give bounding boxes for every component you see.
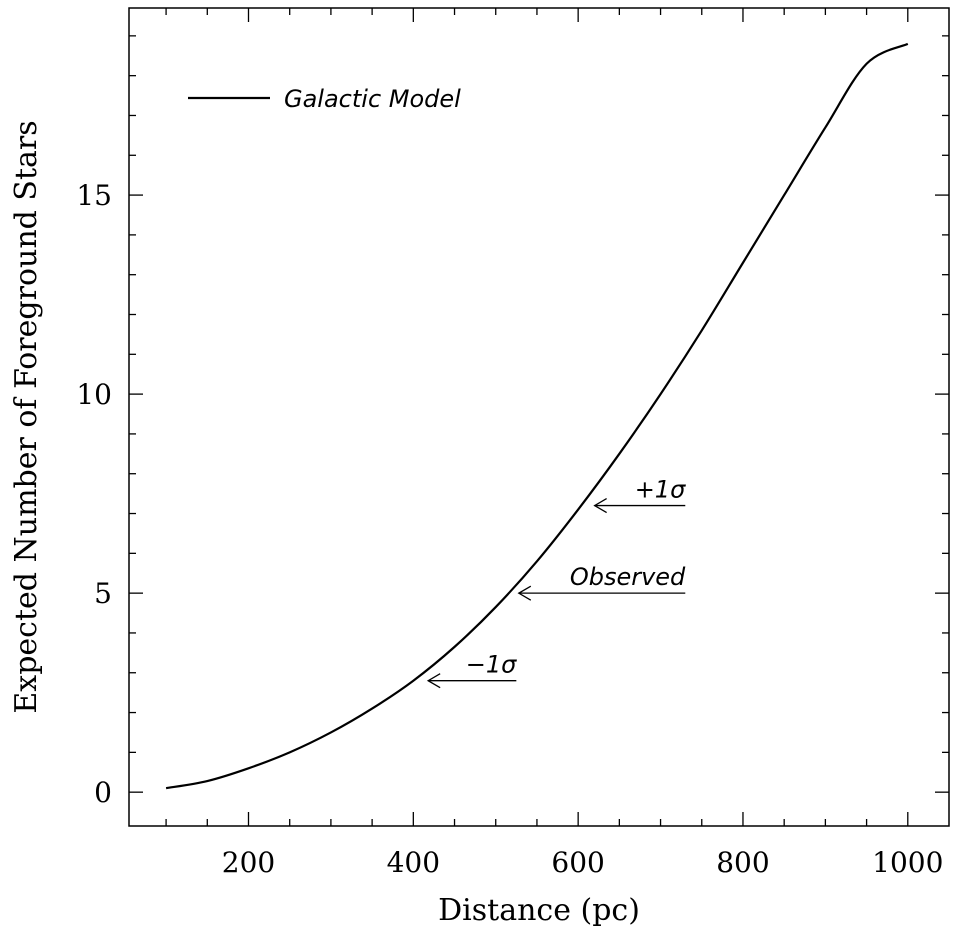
series-line-galactic-model	[165, 42, 909, 790]
annotation-label: +1σ	[635, 476, 686, 504]
y-tick-label: 15	[76, 179, 112, 212]
y-tick-label: 5	[94, 577, 112, 610]
annotation-arrow-head	[593, 498, 607, 514]
tick-labels: 200 400 600 800 1000 0 5 10 15	[76, 179, 943, 879]
y-tick-label: 0	[94, 776, 112, 809]
x-tick-label: 800	[716, 846, 769, 879]
y-tick-label: 10	[76, 378, 112, 411]
axis-ticks	[129, 8, 949, 826]
x-tick-label: 600	[551, 846, 604, 879]
legend: Galactic Model	[188, 85, 461, 113]
legend-label: Galactic Model	[284, 85, 461, 113]
annotations: +1σ Observed −1σ	[426, 476, 686, 689]
annotation-arrow-head	[426, 673, 441, 689]
plot-frame	[128, 7, 950, 827]
x-tick-label: 200	[222, 846, 275, 879]
annotation-label: Observed	[570, 563, 686, 591]
x-axis-title: Distance (pc)	[438, 893, 640, 928]
x-tick-label: 1000	[872, 846, 943, 879]
annotation-arrow-head	[517, 585, 532, 601]
x-tick-label: 400	[387, 846, 440, 879]
y-axis-title: Expected Number of Foreground Stars	[9, 120, 44, 713]
annotation-label: −1σ	[466, 651, 517, 679]
